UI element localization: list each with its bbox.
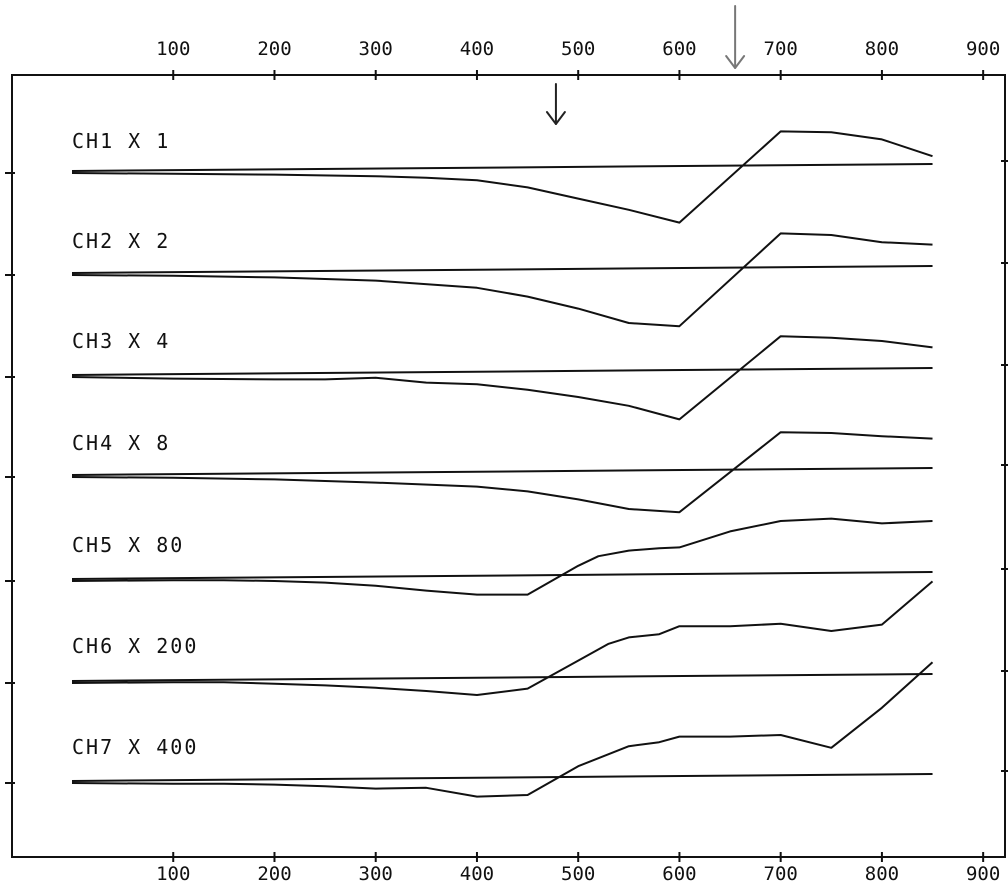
channel-baseline <box>71 571 933 580</box>
channel-trace <box>71 580 934 696</box>
channel-label: CH4 X 8 <box>72 431 170 455</box>
channel-label: CH7 X 400 <box>72 735 198 759</box>
top-tick-label: 800 <box>865 38 899 60</box>
channel-7: CH7 X 400 <box>71 661 934 798</box>
arrow-head <box>545 111 566 125</box>
channel-trace <box>71 431 933 514</box>
arrow-head <box>725 55 746 69</box>
event-markers <box>545 5 746 125</box>
channel-label: CH1 X 1 <box>72 129 170 153</box>
channel-baseline <box>71 265 933 274</box>
channel-baseline <box>71 673 933 682</box>
channel-5: CH5 X 80 <box>71 517 933 596</box>
bottom-tick-label: 500 <box>561 863 595 883</box>
channel-baseline <box>71 773 933 782</box>
top-tick-label: 900 <box>966 38 1000 60</box>
bottom-x-axis: 100 200 300 400 500 600 700 800 900 <box>156 852 1000 883</box>
channel-traces: CH1 X 1 CH2 X 2 CH3 X 4 CH4 X 8 CH5 X 80 CH6 … <box>71 129 934 798</box>
top-x-axis: 100 200 300 400 500 600 700 800 900 <box>156 38 1000 80</box>
bottom-tick-label: 100 <box>156 863 190 883</box>
channel-trace <box>71 661 934 798</box>
channel-6: CH6 X 200 <box>71 580 934 696</box>
channel-2: CH2 X 2 <box>71 229 933 328</box>
top-tick-label: 400 <box>460 38 494 60</box>
top-tick-label: 500 <box>561 38 595 60</box>
channel-trace <box>71 335 933 421</box>
bottom-tick-label: 600 <box>662 863 696 883</box>
channel-baseline <box>71 467 933 476</box>
top-tick-label: 700 <box>764 38 798 60</box>
side-ticks <box>5 160 1008 784</box>
channel-baseline <box>71 367 933 376</box>
bottom-tick-label: 400 <box>460 863 494 883</box>
top-tick-label: 200 <box>257 38 291 60</box>
channel-3: CH3 X 4 <box>71 329 933 421</box>
bottom-tick-label: 800 <box>865 863 899 883</box>
top-tick-label: 300 <box>359 38 393 60</box>
channel-label: CH3 X 4 <box>72 329 170 353</box>
top-tick-label: 100 <box>156 38 190 60</box>
channel-label: CH5 X 80 <box>72 533 184 557</box>
channel-baseline <box>71 163 933 172</box>
bottom-tick-label: 900 <box>966 863 1000 883</box>
bottom-tick-label: 300 <box>359 863 393 883</box>
bottom-tick-label: 200 <box>257 863 291 883</box>
channel-4: CH4 X 8 <box>71 431 933 514</box>
bottom-tick-label: 700 <box>764 863 798 883</box>
top-tick-label: 600 <box>662 38 696 60</box>
channel-trace <box>71 232 933 328</box>
marker-arrow-icon <box>545 83 566 125</box>
channel-1: CH1 X 1 <box>71 129 933 224</box>
marker-arrow-icon <box>725 5 746 69</box>
channel-label: CH2 X 2 <box>72 229 170 253</box>
channel-trace <box>71 130 933 224</box>
channel-label: CH6 X 200 <box>72 634 198 658</box>
channel-trace <box>71 517 933 596</box>
